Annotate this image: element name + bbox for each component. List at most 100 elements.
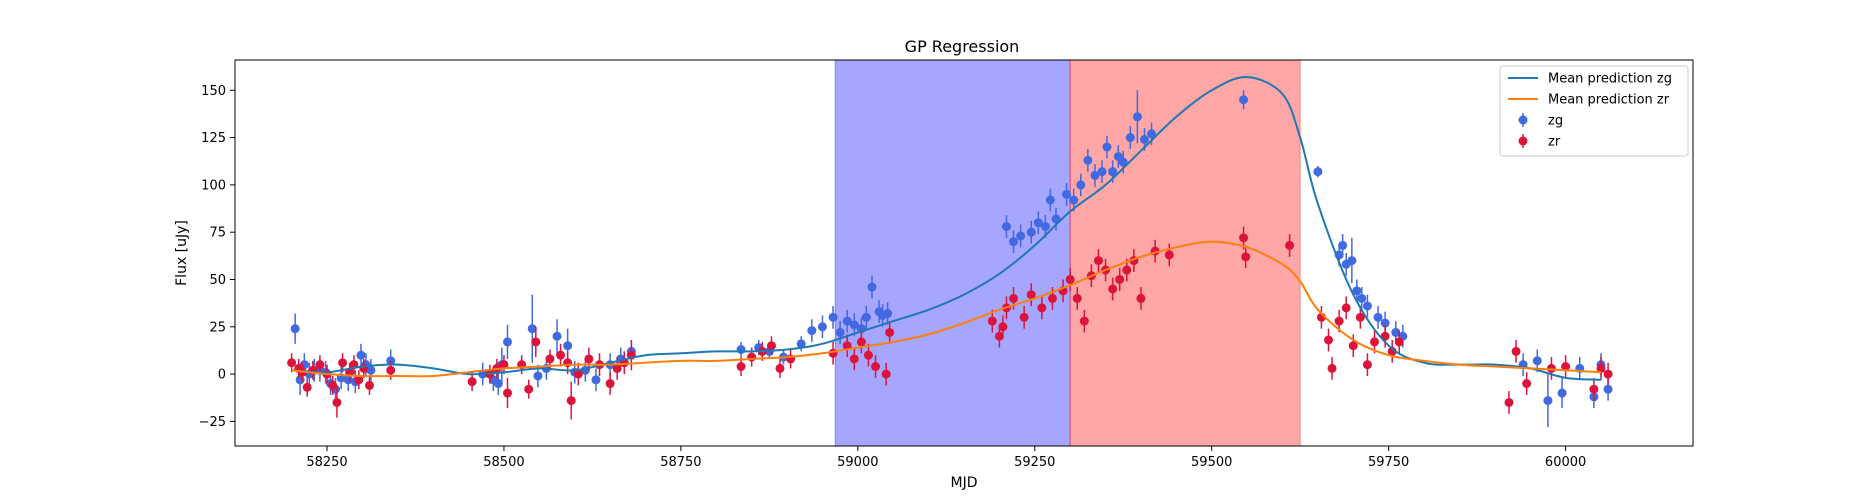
zr-point bbox=[567, 396, 576, 405]
y-tick-label: 125 bbox=[201, 131, 226, 146]
y-tick-label: 50 bbox=[209, 273, 226, 288]
zr-point bbox=[767, 341, 776, 350]
x-tick-label: 59500 bbox=[1191, 455, 1232, 470]
legend-swatch-zr-marker bbox=[1519, 137, 1528, 146]
zr-point bbox=[988, 317, 997, 326]
zr-point bbox=[1080, 317, 1089, 326]
shaded-regions bbox=[835, 60, 1300, 446]
zg-point bbox=[1347, 256, 1356, 265]
legend-label-zr: zr bbox=[1548, 135, 1561, 150]
zr-point bbox=[1136, 294, 1145, 303]
zg-point bbox=[1062, 190, 1071, 199]
x-axis-label: MJD bbox=[951, 475, 978, 491]
zg-point bbox=[737, 345, 746, 354]
zr-point bbox=[775, 364, 784, 373]
zg-point bbox=[591, 375, 600, 384]
zg-point bbox=[1009, 237, 1018, 246]
zg-point bbox=[1046, 196, 1055, 205]
zg-point bbox=[1543, 396, 1552, 405]
x-tick-label: 59750 bbox=[1368, 455, 1409, 470]
zg-point bbox=[1002, 222, 1011, 231]
zg-point bbox=[867, 283, 876, 292]
zr-point bbox=[1512, 347, 1521, 356]
zg-point bbox=[563, 341, 572, 350]
zg-point bbox=[503, 337, 512, 346]
zr-point bbox=[1335, 317, 1344, 326]
zr-point bbox=[1122, 266, 1131, 275]
y-tick-label: 25 bbox=[209, 320, 226, 335]
zg-point bbox=[1126, 133, 1135, 142]
zr-point bbox=[606, 379, 615, 388]
zr-point bbox=[850, 354, 859, 363]
zr-point bbox=[882, 370, 891, 379]
zg-point bbox=[1558, 389, 1567, 398]
zr-point bbox=[1342, 303, 1351, 312]
zr-point bbox=[1115, 275, 1124, 284]
zr-point bbox=[338, 358, 347, 367]
zr-point bbox=[1285, 241, 1294, 250]
x-tick-label: 58750 bbox=[660, 455, 701, 470]
legend: Mean prediction zg Mean prediction zr zg… bbox=[1500, 66, 1688, 156]
zg-point bbox=[807, 326, 816, 335]
zr-point bbox=[1604, 370, 1613, 379]
zg-point bbox=[1027, 228, 1036, 237]
zr-point bbox=[857, 337, 866, 346]
zr-point bbox=[1589, 385, 1598, 394]
zg-point bbox=[1313, 167, 1322, 176]
x-tick-label: 59000 bbox=[837, 455, 878, 470]
zr-point bbox=[584, 354, 593, 363]
zg-point bbox=[553, 332, 562, 341]
zr-point bbox=[524, 385, 533, 394]
zg-point bbox=[829, 313, 838, 322]
x-tick-label: 58250 bbox=[306, 455, 347, 470]
zr-point bbox=[1328, 364, 1337, 373]
chart-title: GP Regression bbox=[905, 37, 1020, 56]
zr-point bbox=[1370, 337, 1379, 346]
zg-point bbox=[356, 351, 365, 360]
zr-point bbox=[1073, 294, 1082, 303]
legend-label-mean-zr: Mean prediction zr bbox=[1548, 93, 1670, 108]
zr-point bbox=[1094, 256, 1103, 265]
y-tick-label: −25 bbox=[199, 415, 226, 430]
zg-point bbox=[862, 313, 871, 322]
x-tick-label: 60000 bbox=[1545, 455, 1586, 470]
zr-point bbox=[315, 360, 324, 369]
zr-point bbox=[1037, 303, 1046, 312]
zr-point bbox=[871, 362, 880, 371]
zr-point bbox=[365, 381, 374, 390]
zg-point bbox=[1338, 241, 1347, 250]
zr-point bbox=[864, 351, 873, 360]
zr-point bbox=[1108, 284, 1117, 293]
zr-point bbox=[556, 351, 565, 360]
zg-point bbox=[296, 375, 305, 384]
zg-point bbox=[1533, 356, 1542, 365]
zr-point bbox=[503, 389, 512, 398]
zr-point bbox=[1009, 294, 1018, 303]
zg-point bbox=[1140, 135, 1149, 144]
zr-point bbox=[885, 328, 894, 337]
zr-point bbox=[287, 358, 296, 367]
zr-point bbox=[1522, 379, 1531, 388]
zr-point bbox=[1324, 336, 1333, 345]
zg-point bbox=[1083, 156, 1092, 165]
zg-point bbox=[1041, 222, 1050, 231]
zr-point bbox=[468, 377, 477, 386]
zr-point bbox=[1395, 337, 1404, 346]
zg-point bbox=[836, 328, 845, 337]
zr-point bbox=[1020, 313, 1029, 322]
zr-point bbox=[1066, 275, 1075, 284]
x-tick-label: 59250 bbox=[1014, 455, 1055, 470]
y-axis-label: Flux [uJy] bbox=[174, 220, 190, 286]
zg-point bbox=[818, 322, 827, 331]
shaded-region-2 bbox=[1070, 60, 1300, 446]
zr-point bbox=[386, 366, 395, 375]
zr-point bbox=[303, 383, 312, 392]
zr-point bbox=[747, 353, 756, 362]
zg-point bbox=[533, 371, 542, 380]
zr-point bbox=[1241, 252, 1250, 261]
zg-point bbox=[1604, 385, 1613, 394]
y-tick-label: 0 bbox=[218, 368, 226, 383]
zr-point bbox=[531, 337, 540, 346]
zr-point bbox=[1504, 398, 1513, 407]
